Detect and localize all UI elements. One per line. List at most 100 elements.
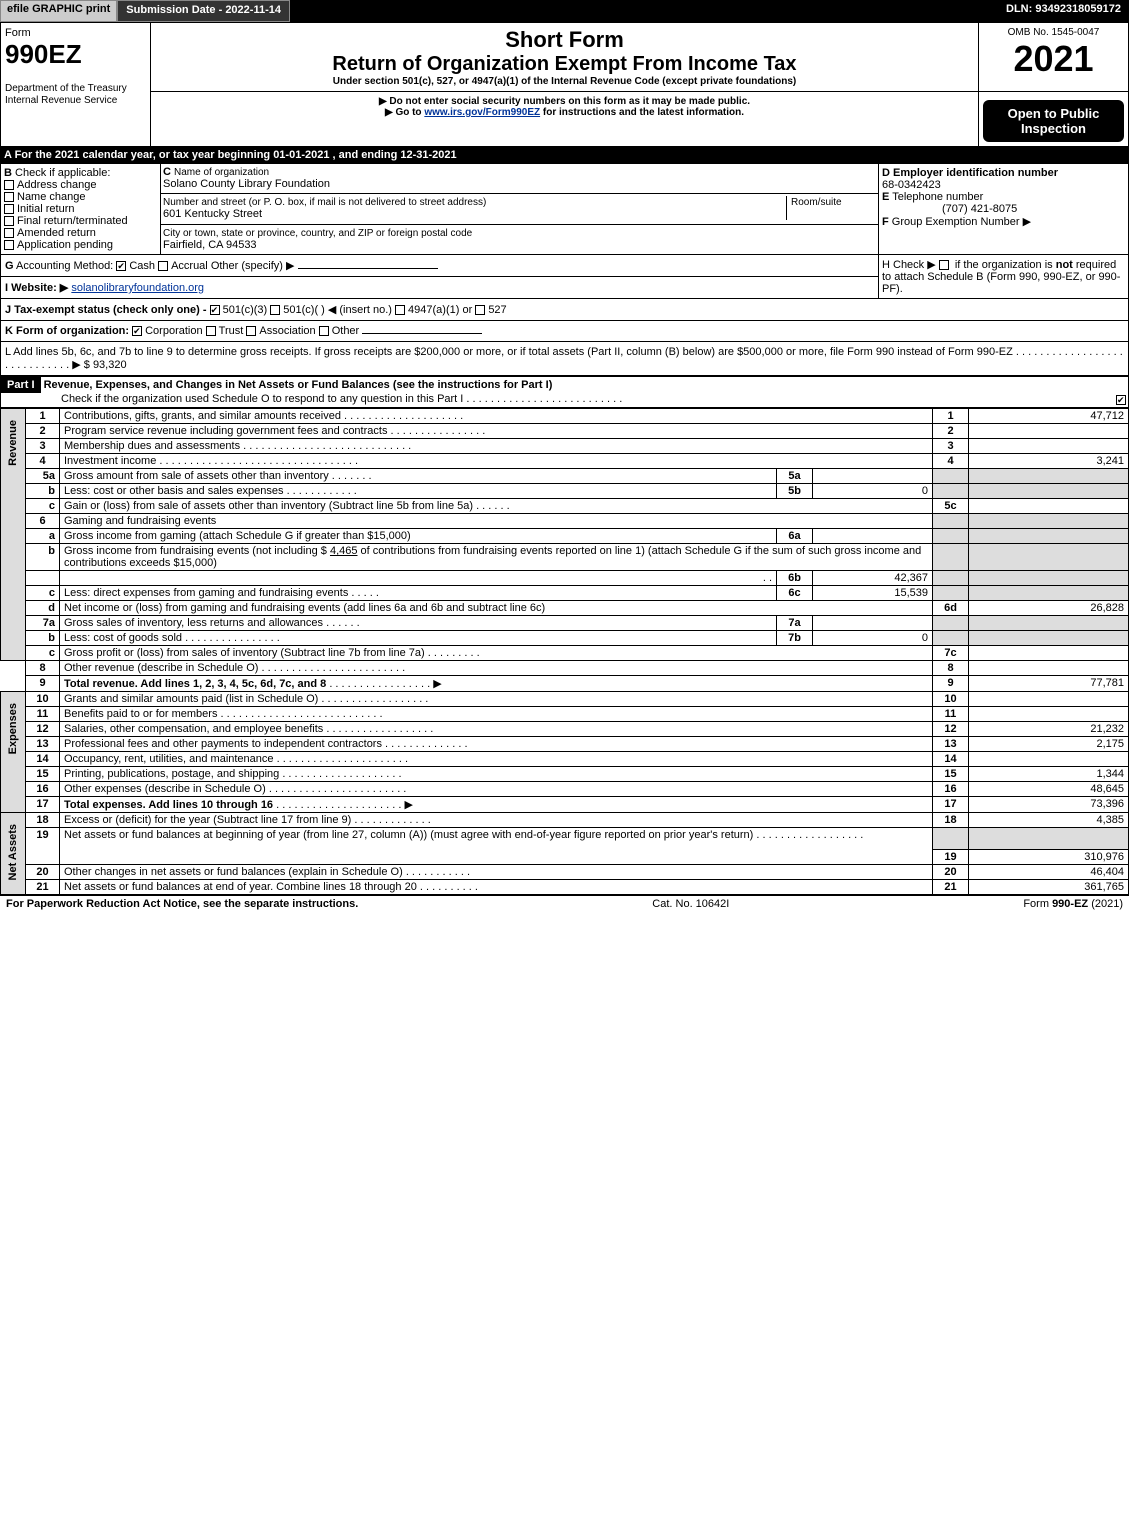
ln-1: 1 <box>26 409 60 424</box>
chk-501c3[interactable] <box>210 305 220 315</box>
sec-j: J Tax-exempt status (check only one) - <box>5 304 210 316</box>
txt-8: Other revenue (describe in Schedule O) <box>64 662 258 674</box>
chk-name-change[interactable] <box>4 192 14 202</box>
chk-initial-return[interactable] <box>4 204 14 214</box>
txt-1: Contributions, gifts, grants, and simila… <box>64 410 341 422</box>
txt-7b: Less: cost of goods sold <box>64 632 182 644</box>
side-revenue: Revenue <box>1 409 26 661</box>
sec-e-label: E <box>882 191 889 203</box>
txt-5c: Gain or (loss) from sale of assets other… <box>64 500 473 512</box>
ein: 68-0342423 <box>882 179 941 191</box>
chk-trust[interactable] <box>206 326 216 336</box>
txt-20: Other changes in net assets or fund bala… <box>64 866 403 878</box>
sec-g-label: G <box>5 260 14 272</box>
ein-title: Employer identification number <box>893 167 1058 179</box>
amt-4: 3,241 <box>969 454 1129 469</box>
chk-cash[interactable] <box>116 261 126 271</box>
opt-pending: Application pending <box>17 239 113 251</box>
dln: DLN: 93492318059172 <box>998 0 1129 22</box>
amt-16: 48,645 <box>969 782 1129 797</box>
submission-date: Submission Date - 2022-11-14 <box>117 0 290 22</box>
k-opt0: Corporation <box>145 325 202 337</box>
j-opt3: 527 <box>488 304 506 316</box>
txt-15: Printing, publications, postage, and shi… <box>64 768 279 780</box>
j-opt0: 501(c)(3) <box>223 304 268 316</box>
txt-13: Professional fees and other payments to … <box>64 738 382 750</box>
txt-14: Occupancy, rent, utilities, and maintena… <box>64 753 274 765</box>
txt-16: Other expenses (describe in Schedule O) <box>64 783 266 795</box>
chk-501c[interactable] <box>270 305 280 315</box>
opt-initial-return: Initial return <box>17 203 74 215</box>
amt-19: 310,976 <box>969 850 1129 865</box>
street: 601 Kentucky Street <box>163 208 262 220</box>
opt-name-change: Name change <box>17 191 86 203</box>
website-link[interactable]: solanolibraryfoundation.org <box>71 282 204 294</box>
sec-f-label: F <box>882 216 889 228</box>
amt-7c <box>969 646 1129 661</box>
amt-21: 361,765 <box>969 880 1129 895</box>
note-goto: ▶ Go to www.irs.gov/Form990EZ for instru… <box>155 107 974 118</box>
j-opt1: 501(c)( ) ◀ (insert no.) <box>283 304 392 316</box>
mid-5b: 0 <box>813 484 933 499</box>
chk-accrual[interactable] <box>158 261 168 271</box>
name-lbl: Name of organization <box>174 167 269 178</box>
chk-final-return[interactable] <box>4 216 14 226</box>
form-number: 990EZ <box>5 39 82 69</box>
chk-h[interactable] <box>939 260 949 270</box>
amt-2 <box>969 424 1129 439</box>
txt-2: Program service revenue including govern… <box>64 425 387 437</box>
cash: Cash <box>129 260 155 272</box>
txt-4: Investment income <box>64 455 156 467</box>
chk-corp[interactable] <box>132 326 142 336</box>
mid-6a <box>813 529 933 544</box>
sec-l-amt: 93,320 <box>93 359 127 371</box>
chk-koth[interactable] <box>319 326 329 336</box>
txt-19: Net assets or fund balances at beginning… <box>64 829 753 841</box>
other-line <box>298 268 438 269</box>
amt-14 <box>969 752 1129 767</box>
sec-l: L Add lines 5b, 6c, and 7b to line 9 to … <box>5 346 1123 371</box>
txt-10: Grants and similar amounts paid (list in… <box>64 693 318 705</box>
sec-h-not: not <box>1056 259 1073 271</box>
txt-6c: Less: direct expenses from gaming and fu… <box>64 587 348 599</box>
txt-21: Net assets or fund balances at end of ye… <box>64 881 417 893</box>
amt-1: 47,712 <box>969 409 1129 424</box>
efile-print-button[interactable]: efile GRAPHIC print <box>0 0 117 22</box>
txt-9: Total revenue. Add lines 1, 2, 3, 4, 5c,… <box>64 678 326 690</box>
amt-13: 2,175 <box>969 737 1129 752</box>
sec-c-label: C <box>163 166 171 178</box>
sec-b-label: B <box>4 167 12 179</box>
txt-3: Membership dues and assessments <box>64 440 240 452</box>
amt-8 <box>969 661 1129 676</box>
tel-title: Telephone number <box>892 191 983 203</box>
amt-12: 21,232 <box>969 722 1129 737</box>
txt-6: Gaming and fundraising events <box>60 514 933 529</box>
note2-a: ▶ Go to <box>385 107 424 118</box>
dept-treasury: Department of the Treasury <box>5 83 127 94</box>
check-if: Check if applicable: <box>15 167 110 179</box>
txt-18: Excess or (deficit) for the year (Subtra… <box>64 814 351 826</box>
note-ssn: ▶ Do not enter social security numbers o… <box>155 96 974 107</box>
section-a: A For the 2021 calendar year, or tax yea… <box>0 147 1129 163</box>
chk-part1-o[interactable] <box>1116 395 1126 405</box>
sec-d-label: D <box>882 167 890 179</box>
return-title: Return of Organization Exempt From Incom… <box>155 53 974 76</box>
amt-18: 4,385 <box>969 813 1129 828</box>
opt-final-return: Final return/terminated <box>17 215 128 227</box>
chk-assoc[interactable] <box>246 326 256 336</box>
amt-15: 1,344 <box>969 767 1129 782</box>
opt-amended: Amended return <box>17 227 96 239</box>
irs-link[interactable]: www.irs.gov/Form990EZ <box>424 107 540 118</box>
sec-k: K Form of organization: <box>5 325 129 337</box>
side-expenses: Expenses <box>1 692 26 813</box>
footer-left: For Paperwork Reduction Act Notice, see … <box>6 898 358 910</box>
chk-pending[interactable] <box>4 240 14 250</box>
chk-4947[interactable] <box>395 305 405 315</box>
chk-527[interactable] <box>475 305 485 315</box>
year: 2021 <box>983 38 1124 80</box>
sec-h-b: if the organization is <box>955 259 1056 271</box>
chk-address-change[interactable] <box>4 180 14 190</box>
top-bar: efile GRAPHIC print Submission Date - 20… <box>0 0 1129 22</box>
chk-amended[interactable] <box>4 228 14 238</box>
amt-11 <box>969 707 1129 722</box>
